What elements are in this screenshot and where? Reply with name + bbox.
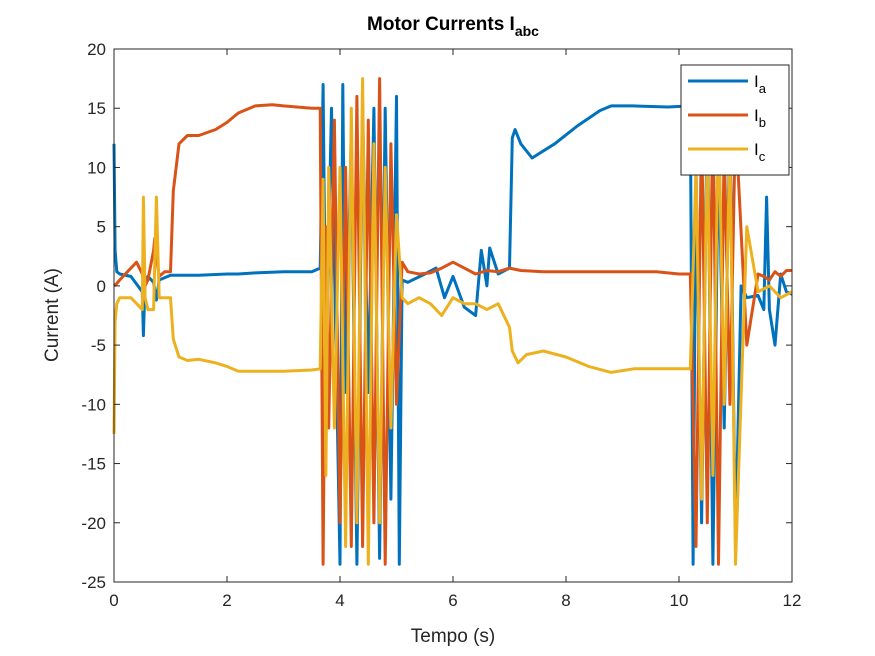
tick-layer: 0 2 4 6 8 10 12 -25 -20 -15 -10 -5 0 5 10 15 20	[81, 40, 801, 610]
chart-title: Motor Currents Iabc	[367, 14, 539, 39]
y-tick-label: 20	[87, 40, 106, 59]
y-tick-label: -5	[91, 336, 106, 355]
x-tick-label: 6	[448, 591, 457, 610]
legend-entry-a: Ia	[754, 72, 767, 96]
y-tick-label: 10	[87, 158, 106, 177]
title-subscript: abc	[515, 23, 539, 39]
legend: Ia Ib Ic	[680, 64, 790, 176]
y-tick-label: 15	[87, 99, 106, 118]
x-tick-label: 4	[335, 591, 344, 610]
x-axis-label: Tempo (s)	[411, 626, 495, 647]
x-tick-label: 2	[222, 591, 231, 610]
series-layer	[112, 77, 793, 566]
y-tick-label: 5	[97, 218, 106, 237]
y-tick-label: -20	[81, 514, 106, 533]
y-tick-label: -15	[81, 455, 106, 474]
legend-entry-c: Ic	[754, 140, 766, 164]
x-tick-label: 12	[783, 591, 802, 610]
x-tick-label: 10	[670, 591, 689, 610]
y-tick-label: 0	[97, 277, 106, 296]
x-tick-label: 8	[561, 591, 570, 610]
y-axis-label: Current (A)	[42, 268, 63, 362]
legend-entry-b: Ib	[754, 106, 766, 130]
y-tick-label: -25	[81, 573, 106, 592]
x-tick-label: 0	[109, 591, 118, 610]
y-tick-label: -10	[81, 395, 106, 414]
title-main: Motor Currents I	[367, 14, 515, 35]
legend-box	[680, 64, 790, 176]
plot-area	[114, 49, 792, 582]
series-line-c	[112, 77, 793, 566]
